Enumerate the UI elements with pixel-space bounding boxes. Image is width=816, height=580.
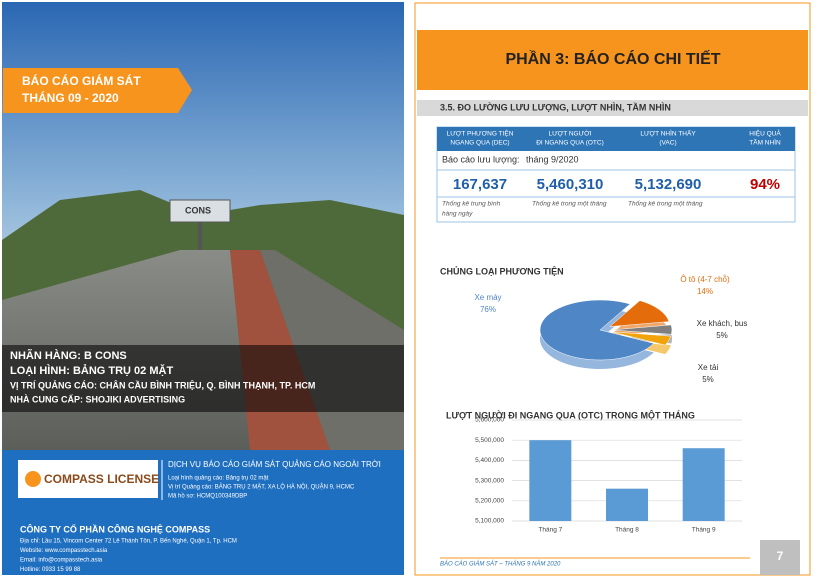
table-header-cell: (VAC) — [659, 140, 676, 147]
service-title: DỊCH VỤ BÁO CÁO GIÁM SÁT QUẢNG CÁO NGOÀI… — [168, 460, 381, 469]
page-number: 7 — [777, 549, 784, 563]
banner-line: BÁO CÁO GIÁM SÁT — [22, 73, 141, 88]
report-page — [414, 2, 811, 576]
y-tick-label: 5,400,000 — [475, 457, 504, 464]
page-number-box — [760, 540, 800, 575]
pie-value-label: 76% — [480, 305, 496, 314]
table-header-cell: LƯỢT PHƯƠNG TIỆN — [447, 129, 514, 138]
info-line: NHÀ CUNG CẤP: SHOJIKI ADVERTISING — [10, 394, 185, 404]
table-value: 5,460,310 — [537, 176, 604, 193]
cover-banner — [3, 68, 192, 113]
pie-value-label: 14% — [697, 287, 713, 296]
period: tháng 9/2020 — [526, 154, 579, 164]
company-line: Email: info@compasstech.asia — [20, 558, 103, 564]
logo-text: COMPASS LICENSE — [44, 472, 159, 486]
billboard-pole — [198, 222, 202, 250]
y-tick-label: 5,200,000 — [475, 498, 504, 505]
y-tick-label: 5,600,000 — [475, 417, 504, 424]
x-tick-label: Tháng 7 — [538, 527, 562, 534]
texts: BÁO CÁO GIÁM SÁT THÁNG 09 - 2020 CONS NHÃN … — [10, 49, 784, 573]
table-value: 94% — [750, 176, 780, 193]
report-heading-band — [417, 30, 808, 90]
section-title: 3.5. ĐO LƯỜNG LƯU LƯỢNG, LƯỢT NHÌN, TẦM … — [440, 101, 671, 112]
footer: BÁO CÁO GIÁM SÁT – THÁNG 9 NĂM 2020 — [440, 561, 561, 568]
table-header-cell: LƯỢT NHÌN THẤY — [640, 128, 696, 138]
cover-info-band — [2, 345, 404, 412]
logo-icon — [25, 471, 41, 487]
y-tick-label: 5,100,000 — [475, 518, 504, 525]
report-heading: PHẦN 3: BÁO CÁO CHI TIẾT — [505, 49, 720, 68]
pie-slice — [611, 331, 672, 346]
x-tick-label: Tháng 8 — [615, 527, 639, 534]
billboard-text: CONS — [185, 205, 211, 215]
table-header-cell: TẦM NHÌN — [749, 137, 781, 147]
table-note: Thống kê trong một tháng — [628, 200, 703, 208]
pie-slice — [539, 299, 655, 361]
pie-label: Xe khách, bus — [697, 319, 748, 328]
chart-title: LƯỢT NGƯỜI ĐI NGANG QUA (OTC) TRONG MỘT … — [446, 409, 695, 420]
pie-label: Xe tải — [698, 363, 719, 372]
service-line: Loại hình quảng cáo: Bảng trụ 02 mặt — [168, 476, 269, 482]
pie-label: Ô tô (4-7 chỗ) — [680, 275, 730, 284]
table-header — [437, 127, 795, 151]
table-header-cell: LƯỢT NGƯỜI — [548, 129, 591, 138]
pie-label: Xe máy — [474, 293, 501, 302]
period-label: Báo cáo lưu lượng: — [442, 154, 520, 164]
table-header-cell: HIỆU QUẢ — [749, 129, 781, 138]
banner-line: THÁNG 09 - 2020 — [22, 90, 119, 105]
table-value: 5,132,690 — [635, 176, 702, 193]
table-header-cell: ĐI NGANG QUA (OTC) — [536, 140, 604, 147]
company-line: Website: www.compasstech.asia — [20, 548, 108, 554]
table-note: Thống kê trong một tháng — [532, 200, 607, 208]
company-name: CÔNG TY CỔ PHẦN CÔNG NGHỆ COMPASS — [20, 523, 210, 534]
table-header-cell: NGANG QUA (DEC) — [450, 140, 509, 147]
bar — [606, 488, 648, 521]
pie-value-label: 5% — [702, 375, 714, 384]
pie-value-label: 5% — [716, 331, 728, 340]
cover-page — [2, 2, 404, 575]
info-line: LOẠI HÌNH: BẢNG TRỤ 02 MẶT — [10, 364, 173, 377]
section-band — [417, 100, 808, 116]
service-line: Vị trí Quảng cáo: BẢNG TRỤ 2 MẶT, XA LỘ … — [168, 484, 355, 491]
company-line: Địa chỉ: Lầu 15, Vincom Center 72 Lê Thá… — [20, 538, 237, 545]
company-line: Hotline: 0933 15 99 88 — [20, 567, 81, 573]
logo-box — [18, 460, 158, 498]
info-line: VỊ TRÍ QUẢNG CÁO: CHÂN CẦU BÌNH TRIỆU, Q… — [10, 379, 315, 390]
service-line: Mã hồ sơ: HCMQ100349DBP — [168, 494, 247, 500]
info-line: NHÃN HÀNG: B CONS — [10, 349, 127, 362]
pie-slice — [611, 324, 673, 335]
bar — [682, 448, 725, 521]
y-tick-label: 5,500,000 — [475, 437, 504, 444]
bar — [529, 440, 572, 521]
y-tick-label: 5,300,000 — [475, 477, 504, 484]
pie-slice — [609, 300, 670, 327]
table-note: hàng ngày — [442, 211, 473, 218]
report-border — [414, 2, 811, 576]
table-value: 167,637 — [453, 176, 507, 193]
x-tick-label: Tháng 9 — [692, 527, 716, 534]
table-note: Thống kê trung bình — [442, 200, 501, 208]
charts: CHỦNG LOẠI PHƯƠNG TIỆN Xe máy 76% Ô tô (4-7… — [440, 265, 747, 533]
chart-title: CHỦNG LOẠI PHƯƠNG TIỆN — [440, 265, 564, 276]
